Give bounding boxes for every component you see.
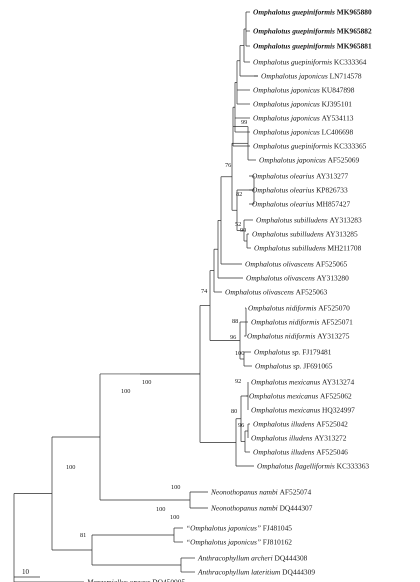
taxon-label: Marasmiellus opacus DQ450005 — [86, 578, 185, 582]
taxon-label: Omphalotus mexicanus AY313274 — [251, 378, 355, 387]
taxon-label: Omphalotus olivascens AY313280 — [246, 274, 349, 283]
scale-bar-label: 10 — [22, 568, 30, 576]
support-value: 92 — [235, 378, 241, 385]
taxon-label: Omphalotus japonicus KU847898 — [253, 86, 355, 95]
support-value: 81 — [80, 532, 86, 539]
support-value: 52 — [235, 221, 241, 228]
support-value: 100 — [156, 506, 165, 513]
support-value: 100 — [142, 379, 151, 386]
taxon-label: Neonothopanus nambi AF525074 — [210, 488, 312, 497]
taxon-label: Omphalotus japonicus AF525069 — [259, 156, 360, 165]
support-value: 99 — [241, 119, 247, 126]
taxon-label: Omphalotus olivascens AF525065 — [245, 260, 348, 269]
taxon-label: “Omphalotus japonicus” FJ810162 — [186, 538, 292, 547]
taxon-label: Omphalotus guepiniformis MK965881 — [253, 42, 372, 51]
taxon-label: Omphalotus flagelliformis KC333363 — [257, 462, 369, 471]
support-value: 100 — [170, 514, 179, 521]
taxon-label: Omphalotus japonicus AY534113 — [253, 114, 354, 123]
taxon-label: Omphalotus guepiniformis MK965882 — [253, 27, 372, 36]
taxon-label: Omphalotus japonicus KJ395101 — [253, 100, 352, 109]
support-value: 74 — [201, 288, 208, 295]
support-value: 96 — [230, 334, 236, 341]
taxon-label: Omphalotus guepiniformis MK965880 — [253, 8, 372, 17]
taxon-label: Omphalotus subilludens AY313283 — [256, 216, 362, 225]
taxon-label: Omphalotus japonicus LC406698 — [253, 128, 353, 137]
support-value: 100 — [235, 350, 244, 357]
tree-branches — [13, 11, 258, 582]
taxon-label: Omphalotus nidiformis AF525071 — [251, 318, 353, 327]
taxon-label: Omphalotus olearius MH857427 — [252, 200, 350, 209]
taxon-label: Omphalotus nidiformis AY313275 — [247, 332, 350, 341]
taxon-label: Omphalotus guepiniformis KC333365 — [253, 142, 367, 151]
taxon-label: Omphalotus nidiformis AF525070 — [248, 304, 350, 313]
support-value: 96 — [238, 422, 244, 429]
taxon-label: Omphalotus illudens AF525042 — [253, 420, 348, 429]
taxon-label: Omphalotus sp. JF691065 — [255, 362, 333, 371]
support-value: 88 — [232, 318, 238, 325]
support-value: 100 — [66, 464, 75, 471]
support-value: 99 — [240, 227, 246, 234]
support-value: 100 — [121, 388, 130, 395]
taxon-label: “Omphalotus japonicus” FJ481045 — [186, 524, 292, 533]
scale-bar: 10 — [14, 568, 40, 578]
support-value: 100 — [171, 484, 180, 491]
taxon-label: Omphalotus subilludens MH211708 — [254, 244, 362, 253]
taxon-label: Omphalotus olearius AY313277 — [252, 172, 349, 181]
taxon-label: Neonothopanus nambi DQ444307 — [210, 504, 313, 513]
taxon-label: Omphalotus illudens AY313272 — [251, 434, 347, 443]
taxon-label: Omphalotus japonicus LN714578 — [261, 72, 362, 81]
taxon-label: Omphalotus mexicanus HQ324997 — [251, 406, 355, 415]
support-value: 80 — [231, 408, 237, 415]
taxon-labels: Omphalotus guepiniformis MK965880 Omphalo… — [86, 8, 372, 582]
taxon-label: Anthracophyllum lateritium DQ444309 — [197, 568, 315, 577]
taxon-label: Omphalotus olearius KP826733 — [252, 186, 348, 195]
taxon-label: Omphalotus mexicanus AF525062 — [249, 392, 352, 401]
support-value: 76 — [225, 162, 231, 169]
taxon-label: Omphalotus olivascens AF525063 — [225, 288, 328, 297]
taxon-label: Omphalotus subilludens AY313285 — [252, 230, 358, 239]
taxon-label: Omphalotus guepiniformis KC333364 — [253, 58, 367, 67]
taxon-label: Anthracophyllum archeri DQ444308 — [197, 554, 308, 563]
taxon-label: Omphalotus illudens AF525046 — [253, 448, 348, 457]
support-value: 82 — [236, 191, 242, 198]
taxon-label: Omphalotus sp. FJ179481 — [254, 348, 332, 357]
